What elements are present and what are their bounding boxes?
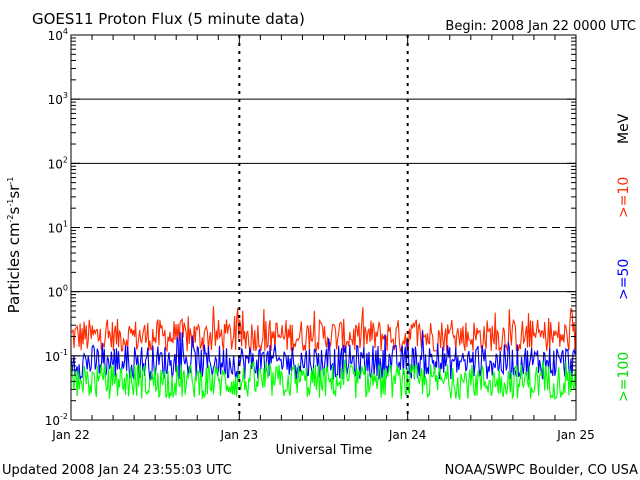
y-tick-label: 104 (48, 27, 68, 43)
x-tick-label: Jan 24 (388, 428, 427, 442)
y-tick-label: 10-1 (45, 348, 68, 364)
day-dividers (238, 35, 409, 420)
series-line-0 (70, 306, 577, 353)
y-tick-label: 101 (48, 220, 68, 236)
y-tick-labels: 10-2 10-1 100 101 102 103 104 (45, 27, 68, 428)
axis-ticks (70, 35, 577, 421)
threshold-lines (71, 98, 576, 357)
y-label-exp2: -1 (6, 199, 15, 207)
updated-time: Updated 2008 Jan 24 23:55:03 UTC (2, 463, 232, 478)
chart-title: GOES11 Proton Flux (5 minute data) (32, 10, 305, 28)
y-label-s: s (5, 206, 23, 214)
legend-series-100mev: >=100 (616, 352, 632, 402)
y-tick-label: 10-2 (45, 412, 68, 428)
y-tick-label: 102 (48, 155, 68, 171)
y-label-base: Particles cm (5, 222, 23, 313)
legend-series-50mev: >=50 (616, 259, 632, 300)
y-axis-label: Particles cm-2s-1sr-1 (5, 177, 23, 314)
y-tick-label: 100 (48, 284, 68, 300)
y-label-exp1: -2 (6, 214, 15, 222)
y-tick-label: 103 (48, 91, 68, 107)
data-source: NOAA/SWPC Boulder, CO USA (445, 463, 638, 478)
x-tick-label: Jan 23 (220, 428, 259, 442)
x-tick-label: Jan 25 (556, 428, 595, 442)
legend-unit-mev: MeV (616, 113, 632, 144)
series-layer (70, 306, 577, 401)
x-tick-label: Jan 22 (51, 428, 90, 442)
y-label-sr: sr (5, 184, 23, 199)
x-axis-label: Universal Time (276, 443, 373, 458)
y-label-exp3: -1 (6, 177, 15, 185)
x-tick-labels: Jan 22 Jan 23 Jan 24 Jan 25 (51, 428, 595, 442)
begin-time: Begin: 2008 Jan 22 0000 UTC (445, 19, 636, 34)
legend-series-10mev: >=10 (616, 177, 632, 218)
series-line-2 (70, 359, 577, 401)
